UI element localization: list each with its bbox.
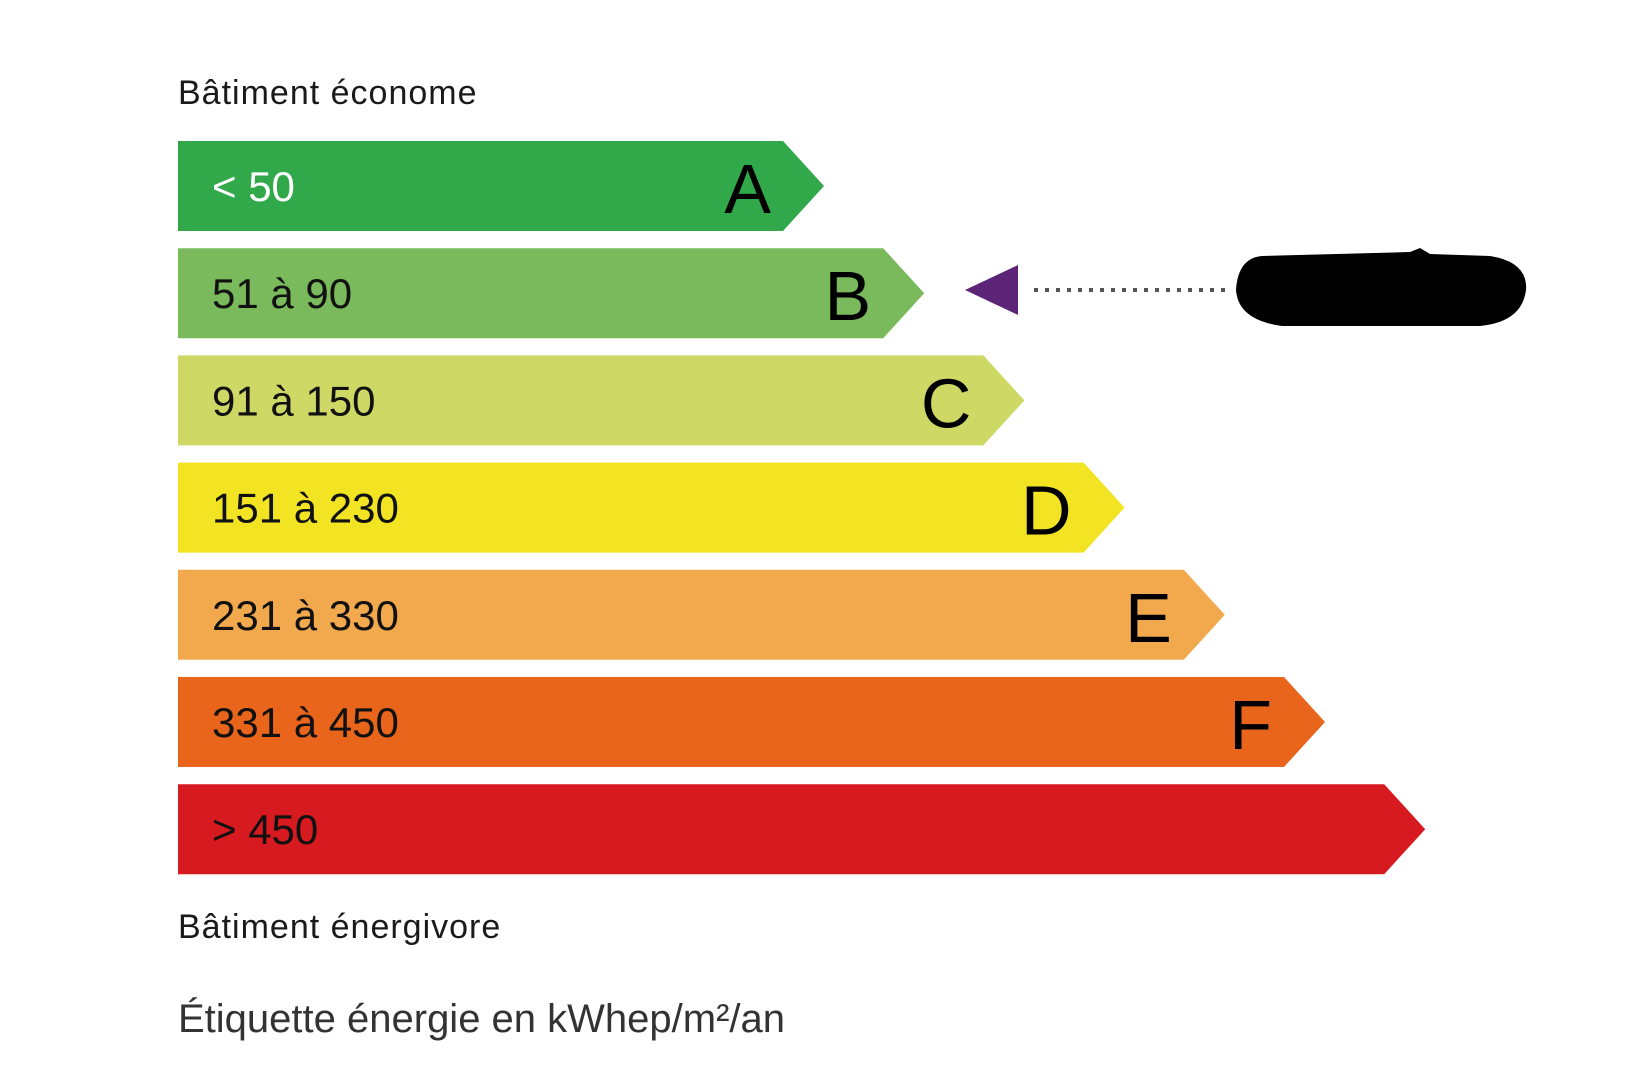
class-bar-shape [178, 569, 1225, 660]
class-bar-g: > 450 [178, 784, 1426, 875]
class-range-label: 231 à 330 [212, 592, 399, 639]
class-bar-shape [178, 248, 925, 339]
class-letter: A [724, 150, 771, 228]
class-bar-b: 51 à 90 B [178, 248, 925, 339]
class-range-label: 331 à 450 [212, 699, 399, 746]
class-bar-e: 231 à 330 E [178, 569, 1225, 660]
energy-classes: < 50 A 51 à 90 B 91 à 150 C 151 à 230 D 231 à 33… [178, 141, 1426, 875]
indicator-arrow-icon [965, 265, 1018, 315]
class-letter: D [1021, 472, 1072, 550]
header-efficient: Bâtiment économe [178, 74, 478, 112]
footer-caption: Étiquette énergie en kWhep/m²/an [178, 996, 785, 1041]
class-bar-d: 151 à 230 D [178, 462, 1125, 553]
class-bar-shape [178, 141, 824, 231]
class-letter: E [1125, 579, 1172, 657]
class-bar-shape [178, 784, 1426, 875]
class-range-label: < 50 [212, 163, 295, 210]
redacted-value [1236, 248, 1527, 326]
class-bar-f: 331 à 450 F [178, 677, 1325, 767]
class-bar-c: 91 à 150 C [178, 355, 1025, 446]
class-bar-a: < 50 A [178, 141, 824, 231]
header-energy-intensive: Bâtiment énergivore [178, 908, 501, 946]
class-letter: C [921, 364, 972, 442]
class-range-label: 51 à 90 [212, 270, 352, 317]
class-letter: B [824, 257, 871, 335]
class-range-label: > 450 [212, 806, 318, 853]
class-range-label: 151 à 230 [212, 485, 399, 532]
class-letter: F [1229, 686, 1272, 764]
class-bar-shape [178, 462, 1125, 553]
class-bar-shape [178, 677, 1325, 767]
class-bar-shape [178, 355, 1025, 446]
class-range-label: 91 à 150 [212, 377, 376, 424]
current-class-indicator [965, 248, 1527, 326]
